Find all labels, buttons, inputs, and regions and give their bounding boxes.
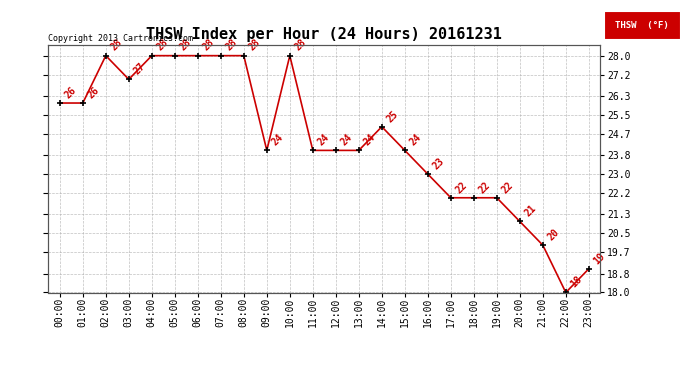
Text: 20: 20 [546, 227, 561, 242]
Text: 26: 26 [63, 85, 78, 100]
Text: 28: 28 [224, 38, 239, 53]
Text: 24: 24 [270, 132, 285, 148]
Text: 19: 19 [591, 251, 607, 266]
Text: 28: 28 [246, 38, 262, 53]
Text: 28: 28 [177, 38, 193, 53]
Text: 27: 27 [132, 61, 147, 76]
Text: 25: 25 [384, 108, 400, 124]
Text: 26: 26 [86, 85, 101, 100]
Text: 23: 23 [431, 156, 446, 171]
Text: 28: 28 [108, 38, 124, 53]
Text: 28: 28 [155, 38, 170, 53]
Text: 22: 22 [477, 180, 492, 195]
Text: 18: 18 [569, 274, 584, 290]
Text: 22: 22 [500, 180, 515, 195]
Text: 22: 22 [453, 180, 469, 195]
Text: 28: 28 [201, 38, 216, 53]
Text: 28: 28 [293, 38, 308, 53]
Title: THSW Index per Hour (24 Hours) 20161231: THSW Index per Hour (24 Hours) 20161231 [146, 27, 502, 42]
Text: THSW  (°F): THSW (°F) [615, 21, 669, 30]
Text: 24: 24 [408, 132, 423, 148]
Text: 24: 24 [362, 132, 377, 148]
Text: Copyright 2013 Cartronics.com: Copyright 2013 Cartronics.com [48, 33, 193, 42]
Text: 24: 24 [315, 132, 331, 148]
Text: 21: 21 [522, 203, 538, 219]
Text: 24: 24 [339, 132, 354, 148]
